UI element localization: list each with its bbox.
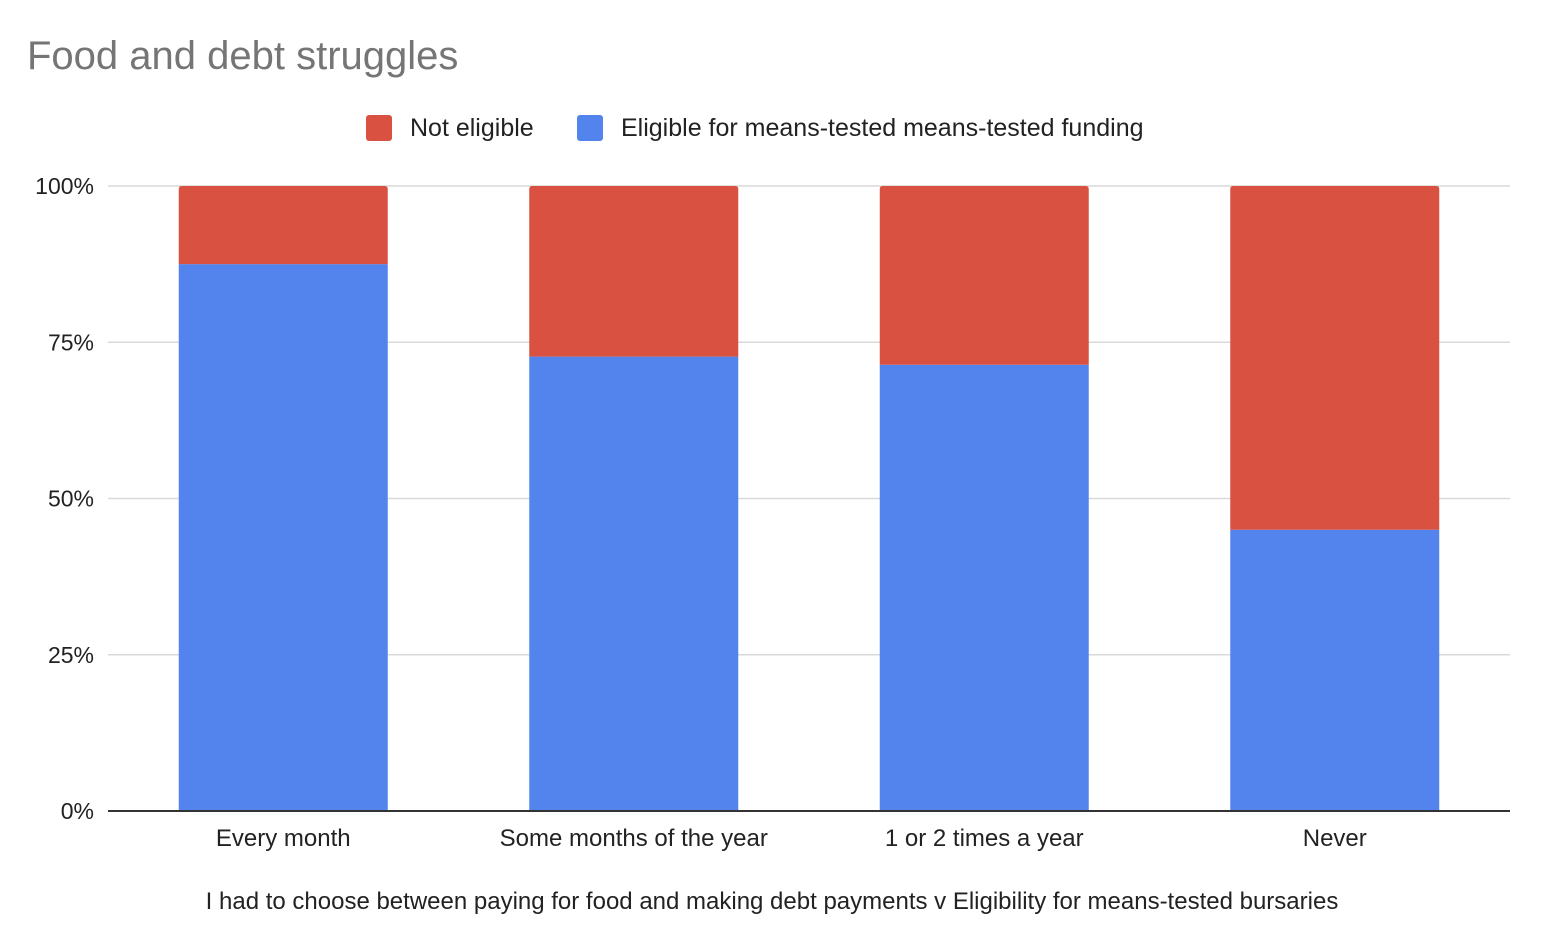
legend-swatch-eligible (577, 115, 603, 141)
x-tick-label: Some months of the year (500, 825, 768, 852)
y-tick-label: 50% (48, 486, 94, 512)
bar-segment (1230, 186, 1440, 530)
bar-segment (879, 186, 1089, 365)
x-tick-label: Every month (216, 825, 351, 852)
bar-segment (1230, 529, 1440, 811)
y-tick-label: 0% (61, 798, 94, 824)
y-tick-label: 25% (48, 642, 94, 668)
y-tick-label: 75% (48, 329, 94, 355)
y-tick-label: 100% (35, 173, 94, 199)
legend-item-eligible[interactable]: Eligible for means-tested means-tested f… (577, 112, 1144, 144)
legend-item-not-eligible[interactable]: Not eligible (366, 112, 534, 144)
legend-label-eligible: Eligible for means-tested means-tested f… (621, 113, 1144, 142)
bar-segment (178, 264, 388, 811)
x-axis-label: I had to choose between paying for food … (205, 888, 1339, 915)
bar-segment (178, 186, 388, 265)
x-tick-label: Never (1303, 825, 1367, 852)
bar-segment (529, 186, 739, 357)
legend-label-not-eligible: Not eligible (410, 113, 534, 142)
chart-title: Food and debt struggles (27, 34, 459, 78)
x-tick-label: 1 or 2 times a year (885, 825, 1084, 852)
bar-segment (879, 364, 1089, 811)
legend-swatch-not-eligible (366, 115, 392, 141)
bar-segment (529, 356, 739, 811)
legend: Not eligible Eligible for means-tested m… (0, 112, 1544, 144)
